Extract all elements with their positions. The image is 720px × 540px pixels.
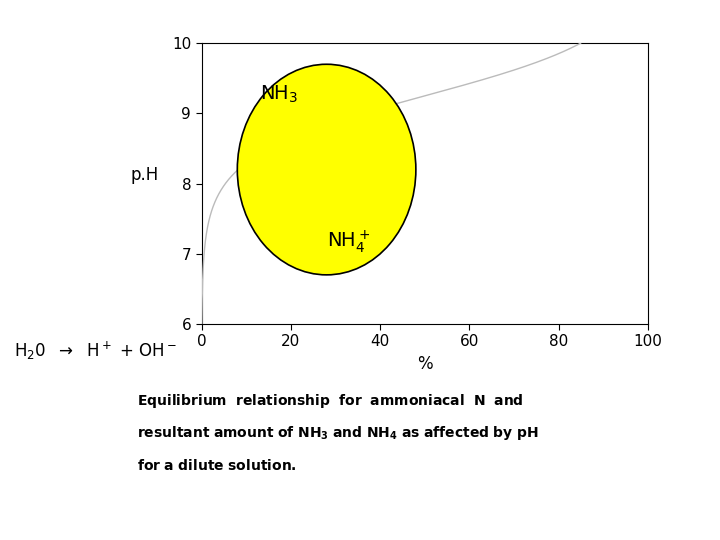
X-axis label: %: %	[417, 355, 433, 373]
Ellipse shape	[238, 64, 416, 275]
Text: $\mathbf{Equilibrium\ \ relationship\ \ for\ \ ammoniacal\ \ N\ \ and}$: $\mathbf{Equilibrium\ \ relationship\ \ …	[137, 392, 523, 410]
Y-axis label: p.H: p.H	[130, 166, 158, 184]
Text: $\mathbf{for\ a\ dilute\ solution.}$: $\mathbf{for\ a\ dilute\ solution.}$	[137, 458, 297, 473]
Text: NH$_3$: NH$_3$	[260, 83, 298, 105]
Text: NH$_4^+$: NH$_4^+$	[327, 228, 370, 255]
Text: $\mathbf{resultant\ amount\ of\ NH_3\ and\ NH_4\ as\ affected\ by\ pH}$: $\mathbf{resultant\ amount\ of\ NH_3\ an…	[137, 424, 539, 442]
Text: H$_2$0  $\rightarrow$  H$^+$ + OH$^-$: H$_2$0 $\rightarrow$ H$^+$ + OH$^-$	[14, 340, 178, 362]
